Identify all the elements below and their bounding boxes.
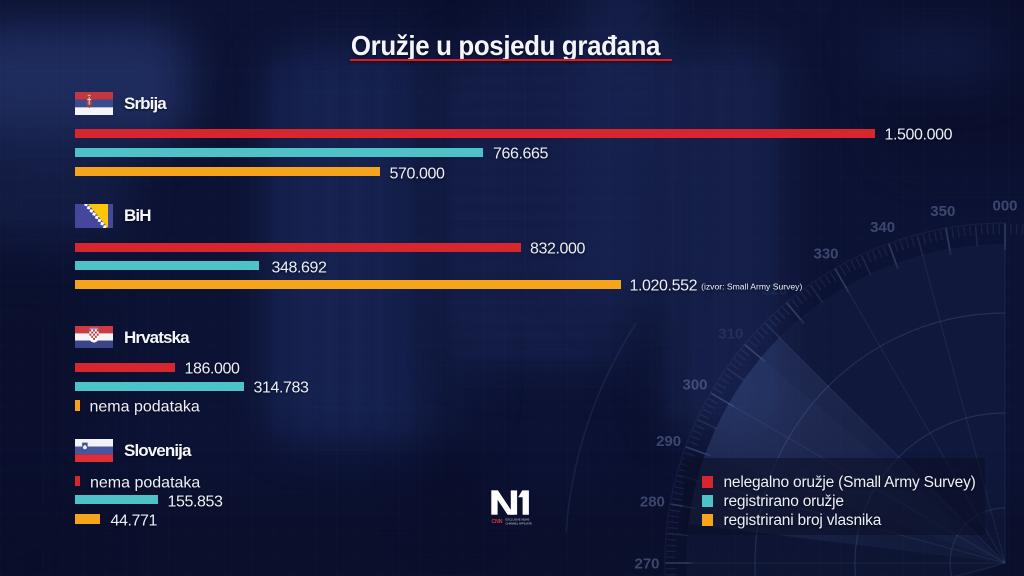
svg-text:320: 320 <box>762 281 787 298</box>
svg-text:310: 310 <box>718 325 743 342</box>
svg-text:350: 350 <box>930 203 955 220</box>
svg-text:CNN: CNN <box>491 519 502 525</box>
svg-text:330: 330 <box>813 246 838 263</box>
svg-text:290: 290 <box>656 433 681 450</box>
svg-text:000: 000 <box>992 198 1017 215</box>
svg-text:CHANNEL AFFILIATE: CHANNEL AFFILIATE <box>506 521 533 525</box>
svg-text:300: 300 <box>682 377 707 394</box>
svg-text:270: 270 <box>634 556 659 573</box>
svg-text:280: 280 <box>640 493 665 510</box>
svg-text:EXCLUSIVE NEWS: EXCLUSIVE NEWS <box>506 517 530 521</box>
svg-text:340: 340 <box>870 219 895 236</box>
